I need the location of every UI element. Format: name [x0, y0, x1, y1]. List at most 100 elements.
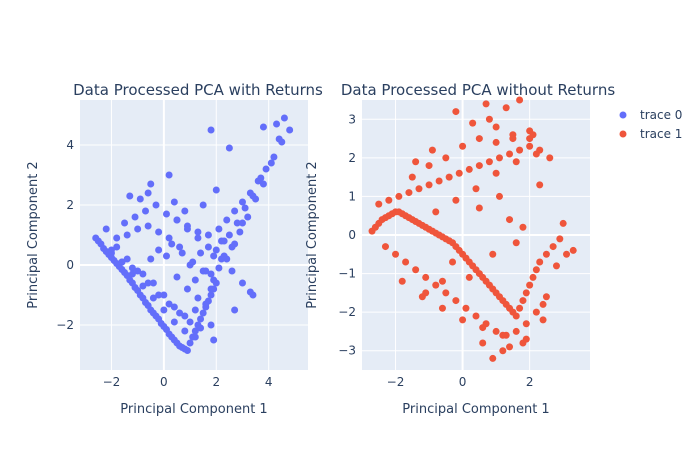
- data-point[interactable]: [197, 324, 205, 332]
- data-point[interactable]: [462, 304, 470, 312]
- data-point[interactable]: [144, 279, 152, 287]
- data-point[interactable]: [139, 282, 147, 290]
- data-point[interactable]: [485, 115, 493, 123]
- data-point[interactable]: [516, 96, 524, 104]
- data-point[interactable]: [149, 279, 157, 287]
- data-point[interactable]: [238, 279, 246, 287]
- data-point[interactable]: [522, 289, 530, 297]
- data-point[interactable]: [107, 246, 115, 254]
- data-point[interactable]: [519, 297, 527, 305]
- data-point[interactable]: [506, 150, 514, 158]
- data-point[interactable]: [236, 228, 244, 236]
- data-point[interactable]: [136, 195, 144, 203]
- data-point[interactable]: [438, 277, 446, 285]
- data-point[interactable]: [160, 306, 168, 314]
- data-point[interactable]: [149, 294, 157, 302]
- data-point[interactable]: [170, 303, 178, 311]
- data-point[interactable]: [438, 304, 446, 312]
- data-point[interactable]: [225, 144, 233, 152]
- data-point[interactable]: [539, 300, 547, 308]
- data-point[interactable]: [126, 192, 134, 200]
- data-point[interactable]: [123, 231, 131, 239]
- data-point[interactable]: [475, 162, 483, 170]
- data-point[interactable]: [492, 123, 500, 131]
- data-point[interactable]: [220, 237, 228, 245]
- data-point[interactable]: [408, 173, 416, 181]
- data-point[interactable]: [469, 119, 477, 127]
- data-point[interactable]: [223, 216, 231, 224]
- data-point[interactable]: [492, 327, 500, 335]
- data-point[interactable]: [113, 243, 121, 251]
- data-point[interactable]: [176, 309, 184, 317]
- data-point[interactable]: [432, 281, 440, 289]
- data-point[interactable]: [165, 300, 173, 308]
- data-point[interactable]: [559, 219, 567, 227]
- data-point[interactable]: [549, 243, 557, 251]
- data-point[interactable]: [183, 347, 191, 354]
- data-point[interactable]: [402, 258, 410, 266]
- data-point[interactable]: [422, 289, 430, 297]
- data-point[interactable]: [398, 277, 406, 285]
- data-point[interactable]: [181, 312, 189, 320]
- data-point[interactable]: [155, 228, 163, 236]
- data-point[interactable]: [267, 159, 275, 167]
- data-point[interactable]: [238, 198, 246, 206]
- data-point[interactable]: [223, 255, 231, 263]
- data-point[interactable]: [449, 258, 457, 266]
- data-point[interactable]: [506, 343, 514, 351]
- data-point[interactable]: [194, 294, 202, 302]
- data-point[interactable]: [162, 252, 170, 260]
- data-point[interactable]: [162, 210, 170, 218]
- data-point[interactable]: [425, 181, 433, 189]
- data-point[interactable]: [499, 331, 507, 339]
- data-point[interactable]: [144, 189, 152, 197]
- data-point[interactable]: [522, 320, 530, 328]
- data-point[interactable]: [199, 201, 207, 209]
- data-point[interactable]: [231, 240, 239, 248]
- data-point[interactable]: [207, 270, 215, 278]
- data-point[interactable]: [526, 142, 534, 150]
- data-point[interactable]: [489, 250, 497, 258]
- data-point[interactable]: [442, 154, 450, 162]
- scatter-points-trace-1[interactable]: [368, 96, 577, 362]
- data-point[interactable]: [123, 255, 131, 263]
- data-point[interactable]: [128, 270, 136, 278]
- data-point[interactable]: [113, 234, 121, 242]
- data-point[interactable]: [452, 108, 460, 116]
- data-point[interactable]: [199, 309, 207, 317]
- data-point[interactable]: [168, 240, 176, 248]
- data-point[interactable]: [512, 327, 520, 335]
- data-point[interactable]: [432, 208, 440, 216]
- data-point[interactable]: [215, 225, 223, 233]
- data-point[interactable]: [181, 327, 189, 335]
- data-point[interactable]: [147, 255, 155, 263]
- data-point[interactable]: [147, 180, 155, 188]
- data-point[interactable]: [489, 354, 497, 362]
- data-point[interactable]: [173, 273, 181, 281]
- data-point[interactable]: [189, 258, 197, 266]
- data-point[interactable]: [186, 318, 194, 326]
- data-point[interactable]: [425, 162, 433, 170]
- data-point[interactable]: [445, 173, 453, 181]
- data-point[interactable]: [512, 239, 520, 247]
- data-point[interactable]: [516, 146, 524, 154]
- data-point[interactable]: [512, 312, 520, 320]
- data-point[interactable]: [465, 165, 473, 173]
- data-point[interactable]: [395, 192, 403, 200]
- data-point[interactable]: [118, 258, 126, 266]
- data-point[interactable]: [532, 150, 540, 158]
- data-point[interactable]: [183, 285, 191, 293]
- data-point[interactable]: [191, 327, 199, 335]
- data-point[interactable]: [286, 126, 294, 134]
- data-point[interactable]: [482, 100, 490, 108]
- data-point[interactable]: [519, 223, 527, 231]
- data-point[interactable]: [181, 207, 189, 215]
- data-point[interactable]: [165, 234, 173, 242]
- data-point[interactable]: [485, 158, 493, 166]
- data-point[interactable]: [472, 312, 480, 320]
- data-point[interactable]: [155, 291, 163, 299]
- data-point[interactable]: [455, 169, 463, 177]
- data-point[interactable]: [204, 243, 212, 251]
- data-point[interactable]: [495, 192, 503, 200]
- data-point[interactable]: [178, 249, 186, 257]
